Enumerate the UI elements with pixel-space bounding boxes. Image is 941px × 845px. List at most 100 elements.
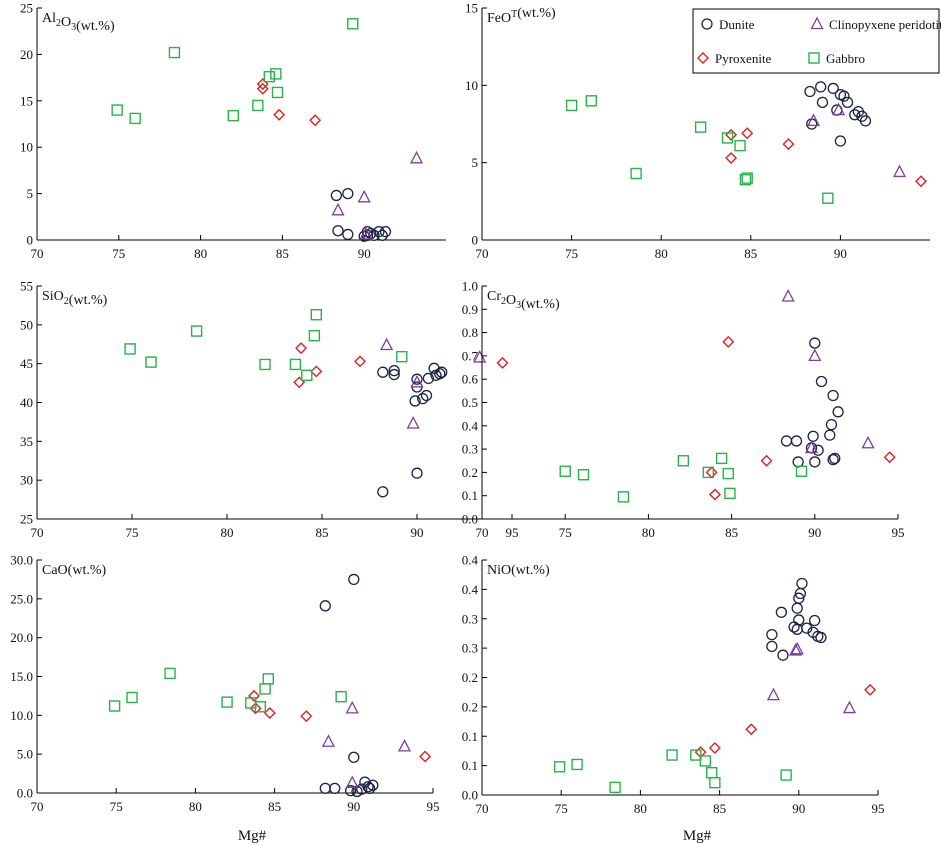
data-point-gabbro [335,690,347,703]
data-point-cpx [861,435,875,449]
data-point-dunite [411,467,423,479]
x-tick-label: 95 [872,801,885,816]
data-point-dunite [766,628,778,641]
y-tick-label: 0.1 [462,488,478,503]
data-point-dunite [815,375,828,388]
data-point-dunite [411,373,423,385]
data-point-gabbro [705,766,718,779]
data-point-pyroxenite [354,355,366,368]
panel-title: FeOT(wt.%) [487,6,556,26]
data-point-gabbro [221,696,233,708]
series-gabbro [124,309,408,382]
data-point-cpx [406,416,420,429]
legend-marker-pyroxenite [697,52,709,64]
series-cpx [766,641,857,714]
data-point-pyroxenite [310,365,323,378]
x-tick-label: 75 [555,801,568,816]
y-tick-label: 0.9 [462,302,478,317]
data-point-dunite [319,782,331,794]
data-point-dunite [409,395,421,407]
y-tick-label: 0.4 [462,553,479,568]
data-point-gabbro [702,466,715,479]
data-point-cpx [321,734,336,747]
data-point-dunite [815,81,827,93]
data-point-dunite [377,486,389,498]
panel-5: 0.0 5.0 10.0 15.0 20.0 25.0 30.0 70 75 80 85 90 95 Ca… [10,553,439,845]
data-point-dunite [766,640,778,653]
series-cpx [781,289,875,454]
data-point-dunite [827,389,839,402]
data-point-pyroxenite [309,114,322,127]
data-point-gabbro [715,452,728,465]
x-tick-label: 90 [358,246,371,261]
y-tick-label: 55 [20,279,33,294]
data-point-dunite [809,456,821,468]
data-point-pyroxenite [725,128,738,141]
data-point-pyroxenite [708,742,721,754]
data-point-gabbro [721,132,734,144]
data-point-dunite [859,115,872,127]
panel-2: 0 5 10 15 70 75 80 85 90 FeOT(wt.%) [465,1,930,261]
data-point-gabbro [699,755,712,767]
y-tick-label: 30.0 [10,553,33,568]
data-point-dunite [838,90,850,102]
x-tick-label: 70 [476,246,489,261]
data-point-gabbro [553,761,566,773]
data-point-dunite [824,429,836,441]
data-point-gabbro [145,356,157,368]
data-point-gabbro [780,769,792,781]
x-tick-label: 80 [221,525,234,540]
legend-marker-dunite [701,18,713,30]
panel-title: CaO(wt.%) [42,563,106,578]
data-point-pyroxenite [760,454,773,467]
series-gabbro [111,18,359,125]
data-point-dunite [827,453,839,466]
data-point-pyroxenite [419,750,432,763]
data-point-gabbro [709,776,721,789]
x-tick-label: 70 [31,525,44,540]
data-point-gabbro [724,487,736,500]
data-point-gabbro [617,491,630,503]
data-point-pyroxenite [722,335,735,348]
y-tick-label: 0.4 [462,418,479,433]
x-tick-label: 90 [808,525,821,540]
x-tick-label: 70 [31,799,44,814]
data-point-gabbro [259,358,271,371]
data-point-gabbro [301,369,313,382]
y-tick-label: 30 [20,473,33,488]
data-point-pyroxenite [256,82,269,95]
y-tick-label: 0.1 [462,758,478,773]
data-point-gabbro [630,167,642,180]
data-point-dunite [388,368,400,381]
data-point-gabbro [111,104,123,116]
panel-6: 0.0 0.1 0.1 0.2 0.2 0.3 0.3 0.4 0.4 70 75 80 85 90 95 N… [462,553,885,845]
data-point-dunite [348,573,360,586]
y-tick-label: 20.0 [10,630,33,645]
data-point-gabbro [129,112,141,125]
y-tick-label: 10 [20,140,33,155]
data-point-gabbro [585,95,598,107]
y-tick-label: 0.0 [17,786,33,801]
y-tick-label: 40 [20,395,33,410]
y-tick-label: 5 [472,155,479,170]
data-point-dunite [775,606,788,618]
data-point-pyroxenite [782,138,795,151]
panel-1: 0 5 10 15 20 25 70 75 80 85 90 Al2O3(wt.%) [20,1,446,261]
data-point-dunite [812,444,824,456]
data-point-pyroxenite [496,356,509,369]
y-tick-label: 0.0 [462,788,478,803]
data-point-pyroxenite [705,466,718,479]
series-dunite [766,577,827,661]
data-point-dunite [436,366,448,378]
data-point-pyroxenite [915,175,928,188]
data-point-cpx [804,440,819,454]
x-tick-label: 80 [634,801,647,816]
y-tick-label: 25 [20,512,33,527]
data-point-gabbro [245,697,257,709]
series-dunite [377,362,448,498]
data-point-gabbro [565,99,578,112]
legend: Dunite Clinopyxene peridotite Pyroxenite Ga… [692,8,941,74]
data-point-dunite [829,452,841,465]
data-point-gabbro [270,68,282,80]
data-point-gabbro [722,467,734,480]
